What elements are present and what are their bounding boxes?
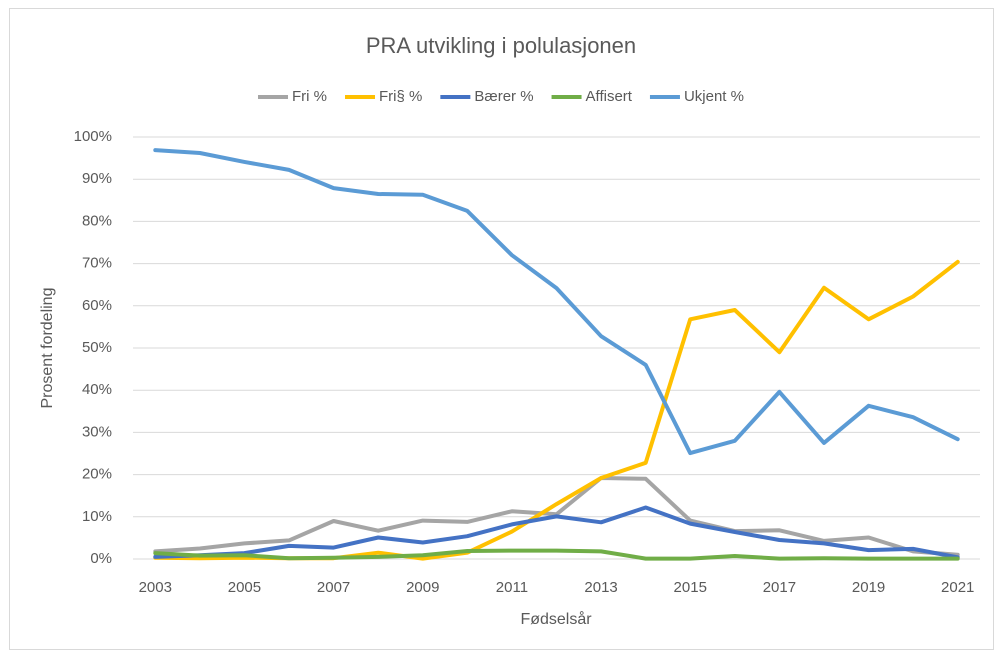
y-tick-label: 0%	[90, 550, 112, 567]
series-line	[153, 476, 960, 557]
legend-label: Fri %	[292, 88, 327, 105]
x-tick-label: 2017	[763, 579, 796, 596]
y-tick-label: 20%	[82, 466, 112, 483]
series-line	[153, 148, 960, 456]
x-tick-label: 2011	[496, 579, 528, 596]
legend-label: Fri§ %	[379, 88, 422, 105]
x-tick-label: 2009	[406, 579, 439, 596]
x-tick-label: 2015	[674, 579, 707, 596]
y-tick-label: 30%	[82, 423, 112, 440]
y-tick-label: 100%	[74, 128, 112, 145]
y-axis-title: Prosent fordeling	[39, 288, 56, 409]
legend-label: Affisert	[586, 88, 633, 105]
y-tick-label: 40%	[82, 381, 112, 398]
chart-title: PRA utvikling i polulasjonen	[366, 33, 636, 58]
y-tick-label: 80%	[82, 212, 112, 229]
y-tick-label: 50%	[82, 339, 112, 356]
y-tick-label: 10%	[82, 508, 112, 525]
x-axis-title: Fødselsår	[520, 610, 592, 628]
legend-label: Ukjent %	[684, 88, 744, 105]
y-tick-label: 90%	[82, 170, 112, 187]
series-line	[153, 505, 960, 560]
y-tick-label: 70%	[82, 255, 112, 272]
x-tick-label: 2019	[852, 579, 885, 596]
x-tick-label: 2013	[584, 579, 617, 596]
x-tick-label: 2003	[139, 579, 172, 596]
x-tick-label: 2021	[941, 579, 974, 596]
x-tick-label: 2007	[317, 579, 350, 596]
y-tick-label: 60%	[82, 297, 112, 314]
series-line	[153, 548, 960, 561]
legend-label: Bærer %	[474, 88, 533, 105]
x-tick-label: 2005	[228, 579, 261, 596]
